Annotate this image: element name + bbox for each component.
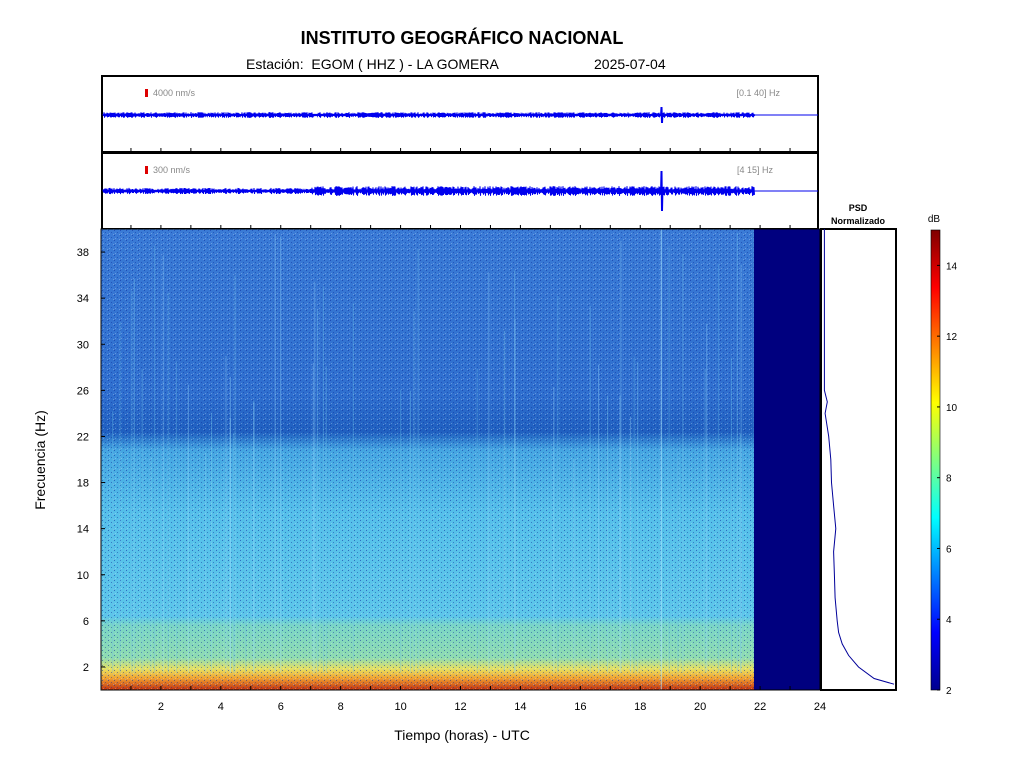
x-tick-label: 6 xyxy=(278,701,284,713)
x-tick-label: 16 xyxy=(574,701,586,713)
no-data-region xyxy=(754,229,820,690)
x-tick-label: 2 xyxy=(158,701,164,713)
y-tick-label: 18 xyxy=(77,478,89,490)
colorbar-tick-label: 2 xyxy=(946,686,952,697)
psd-subtitle: Normalizado xyxy=(831,216,886,226)
y-tick-label: 38 xyxy=(77,247,89,259)
y-tick-label: 26 xyxy=(77,385,89,397)
trace-panel-filtered: 300 nm/s [4 15] Hz xyxy=(101,152,819,230)
psd-curve xyxy=(823,229,895,685)
amplitude-label: 4000 nm/s xyxy=(153,88,196,98)
seismic-trace-broadband xyxy=(102,106,755,124)
amplitude-scale-marker xyxy=(145,89,148,97)
trace-panel-broadband: 4000 nm/s [0.1 40] Hz xyxy=(101,75,819,153)
x-tick-label: 18 xyxy=(634,701,646,713)
colorbar-unit: dB xyxy=(928,214,941,225)
station-label: Estación: EGOM ( HHZ ) - LA GOMERA xyxy=(246,56,499,72)
y-tick-label: 14 xyxy=(77,524,89,536)
colorbar-tick-label: 6 xyxy=(946,544,952,555)
band-label: [0.1 40] Hz xyxy=(736,88,780,98)
y-tick-label: 30 xyxy=(77,339,89,351)
psd-title: PSD xyxy=(849,203,868,213)
amplitude-label: 300 nm/s xyxy=(153,165,191,175)
colorbar-tick-label: 4 xyxy=(946,615,952,626)
x-tick-label: 8 xyxy=(338,701,344,713)
y-tick-label: 6 xyxy=(83,616,89,628)
x-tick-label: 20 xyxy=(694,701,706,713)
y-axis-label: Frecuencia (Hz) xyxy=(32,410,48,510)
psd-panel: PSD Normalizado xyxy=(820,203,897,691)
x-tick-label: 10 xyxy=(394,701,406,713)
page-title: INSTITUTO GEOGRÁFICO NACIONAL xyxy=(300,28,624,48)
y-tick-label: 2 xyxy=(83,662,89,674)
x-tick-label: 14 xyxy=(514,701,526,713)
colorbar-tick-label: 10 xyxy=(946,403,958,414)
colorbar-tick-label: 8 xyxy=(946,474,952,485)
x-tick-label: 12 xyxy=(454,701,466,713)
colorbar-tick-label: 12 xyxy=(946,332,958,343)
spectrogram-noise xyxy=(101,229,754,690)
x-tick-label: 4 xyxy=(218,701,224,713)
y-tick-label: 22 xyxy=(77,431,89,443)
x-tick-label: 22 xyxy=(754,701,766,713)
date-label: 2025-07-04 xyxy=(594,56,666,72)
y-tick-label: 10 xyxy=(77,570,89,582)
colorbar-tick-label: 14 xyxy=(946,261,958,272)
band-label: [4 15] Hz xyxy=(737,165,774,175)
x-axis-label: Tiempo (horas) - UTC xyxy=(394,727,530,743)
colorbar: dB 2 4 6 8 10 12 14 xyxy=(928,214,958,697)
seismic-trace-filtered xyxy=(102,170,755,212)
amplitude-scale-marker xyxy=(145,166,148,174)
x-tick-label: 24 xyxy=(814,701,826,713)
y-tick-label: 34 xyxy=(77,293,89,305)
